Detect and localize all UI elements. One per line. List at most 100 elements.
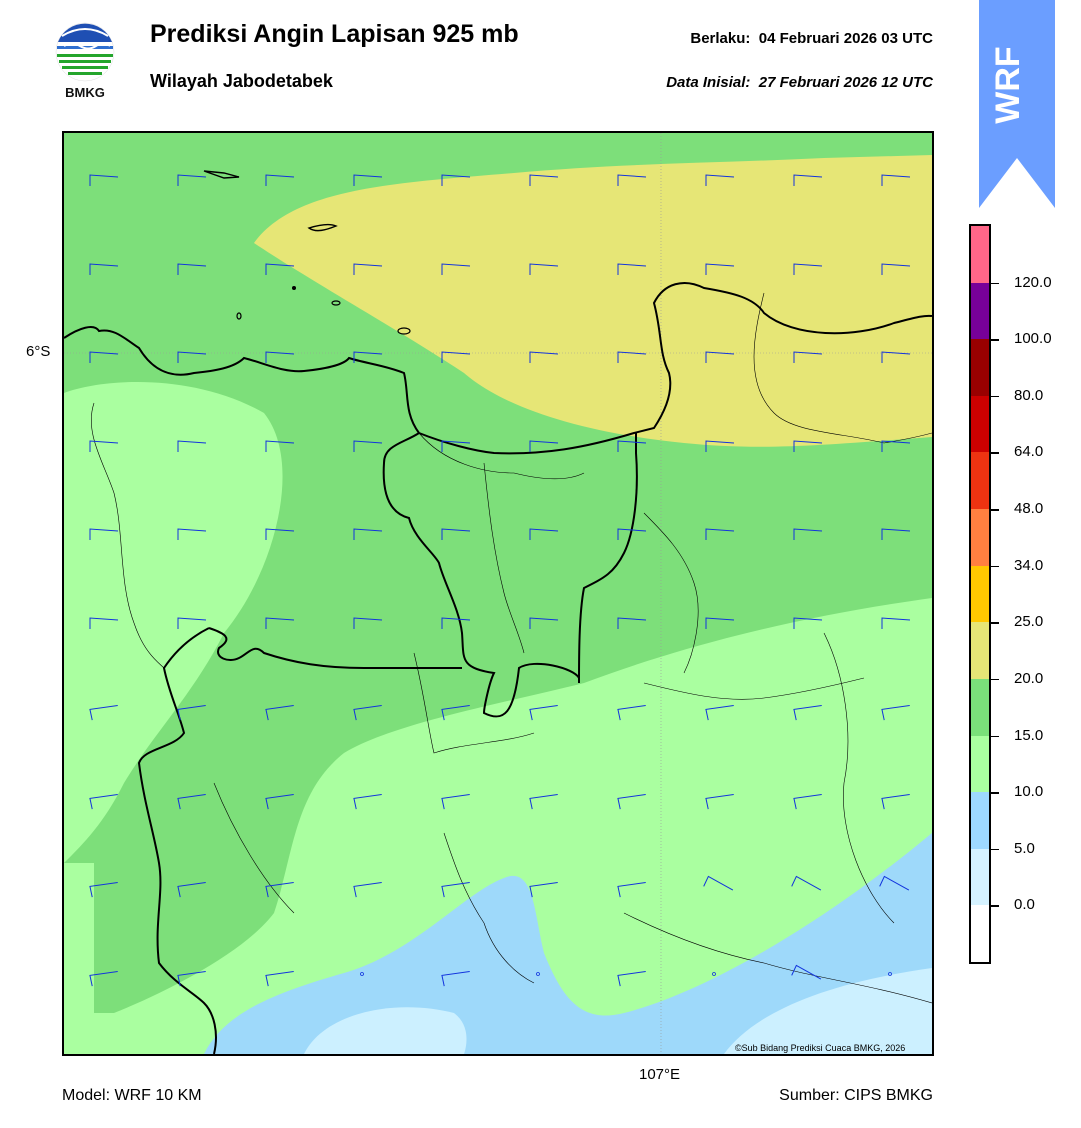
wind-barb [89,528,119,540]
wind-barb [529,794,558,810]
wind-barb [705,794,734,810]
wind-barb [441,440,471,452]
logo-text: BMKG [65,85,105,100]
wind-barb [793,174,823,186]
map-canvas [64,133,932,1054]
wind-barb [705,351,735,363]
wind-barb [881,794,910,810]
colorbar-segment [971,509,989,566]
wind-barb [705,263,735,275]
wind-barb [617,882,646,898]
island [397,327,411,335]
wrf-badge: WRF [979,0,1055,210]
wind-barb [177,528,207,540]
wind-barb [265,440,295,452]
colorbar-tick [991,565,999,568]
wind-barb [617,971,646,987]
init-label: Data Inisial: [666,74,751,91]
wind-barb [441,617,471,629]
wind-barb [265,971,294,987]
wind-barb [705,528,735,540]
wind-barb [265,174,295,186]
wind-barb [881,174,911,186]
colorbar-segment [971,735,989,793]
wind-barb [89,705,118,721]
wind-barb [793,528,823,540]
wind-barb [705,705,734,721]
wind-barb [703,875,734,891]
wind-barb [881,617,911,629]
wind-barb [441,351,471,363]
colorbar-label: 25.0 [1014,613,1044,631]
wind-barb [177,263,207,275]
wind-barb [441,528,471,540]
wind-barb [881,440,911,452]
colorbar-label: 0.0 [1014,896,1035,914]
colorbar-segment [971,339,989,396]
colorbar-tick [991,905,999,907]
wind-barb [791,964,822,980]
page-title: Prediksi Angin Lapisan 925 mb [150,20,519,48]
colorbar [969,224,991,964]
wind-barb [441,882,470,898]
wind-barb [353,794,382,810]
region-subtitle: Wilayah Jabodetabek [150,71,333,91]
colorbar-tick [991,452,999,454]
colorbar-tick [991,792,999,794]
wrf-badge-text: WRF [989,46,1027,123]
wind-barb [879,875,910,891]
province-boundary [382,432,638,718]
colorbar-label: 48.0 [1014,500,1044,518]
wind-barb [529,882,558,898]
colorbar-segment [971,848,989,906]
wind-barb [529,263,559,275]
wind-barb [353,263,383,275]
wind-barb [265,705,294,721]
copyright-note: ©Sub Bidang Prediksi Cuaca BMKG, 2026 [735,1043,906,1053]
colorbar-label: 20.0 [1014,669,1044,687]
wind-barb [441,794,470,810]
wind-barb [177,971,206,987]
wind-barb [536,972,540,976]
wind-barb [353,351,383,363]
colorbar-tick [991,339,999,341]
valid-time: Berlaku: 04 Februari 2026 03 UTC [690,30,933,47]
wind-barb [265,882,294,898]
wind-barb [529,351,559,363]
band-light-green-west [64,381,283,863]
colorbar-segment [971,622,989,679]
source-info: Sumber: CIPS BMKG [779,1087,933,1104]
wind-barb [89,174,119,186]
wind-map [62,131,934,1056]
lat-tick-label: 6°S [26,343,51,360]
wind-barb [353,617,383,629]
wind-barb [617,617,647,629]
wind-barb [793,440,823,452]
wind-barb [360,972,364,976]
wind-barb [881,705,910,721]
colorbar-label: 100.0 [1014,330,1052,348]
colorbar-segment [971,282,989,340]
wind-barb [617,440,647,452]
wind-barb [89,440,119,452]
colorbar-segment [971,905,989,962]
colorbar-label: 80.0 [1014,386,1044,404]
band-light-blue [204,833,932,1054]
regency-boundaries [90,292,932,1004]
wind-barb [529,617,559,629]
wind-barb [177,794,206,810]
colorbar-tick [991,678,999,681]
colorbar-label: 120.0 [1014,273,1052,291]
lon-tick-label: 107°E [639,1066,681,1083]
wind-barb [881,528,911,540]
wind-barb [265,351,295,363]
wind-barb [441,705,470,721]
colorbar-tick [991,622,999,624]
wind-barb [881,351,911,363]
valid-value: 04 Februari 2026 03 UTC [758,30,933,47]
wind-barb [441,174,471,186]
wind-barb [177,440,207,452]
model-info: Model: WRF 10 KM [62,1087,202,1104]
wind-barb [177,174,207,186]
island [236,312,242,320]
